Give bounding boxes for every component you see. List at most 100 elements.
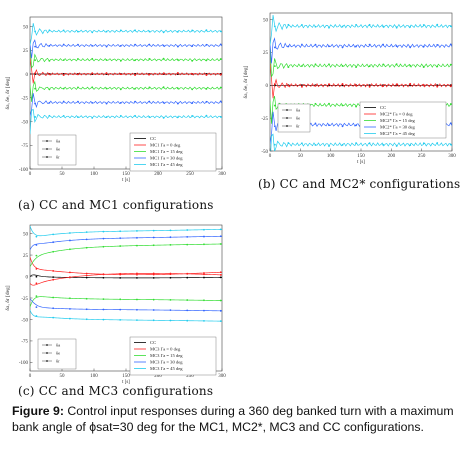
chart-b-y-tick-label: 50 [263,18,269,23]
series-marker-c-k0 [136,272,138,275]
series-marker-c-k45 [69,232,71,234]
chart-c-x-tick-label: 100 [90,374,98,379]
series-marker-a-k15 [205,87,208,90]
series-marker-a-k15 [34,59,37,62]
series-marker-b-k0 [314,84,317,87]
series-marker-a-k45 [134,114,136,117]
series-marker-c-k15 [186,299,189,301]
series-marker-b-k15 [355,66,357,69]
series-marker-c-k15 [69,297,71,300]
series-marker-c-k45 [219,320,222,323]
series-marker-a-k30 [91,101,94,104]
series-marker-b-k45 [273,143,276,146]
series-marker-b-k30 [449,122,452,125]
series-marker-b-k45 [436,142,439,144]
chart-c-series-group [30,225,222,323]
series-marker-c-CC [35,275,38,278]
series-marker-b-k15 [368,65,371,68]
series-marker-c-k45 [52,233,55,236]
chart-c-legend-controls-marker-diamond [46,360,48,362]
series-marker-c-k45 [152,319,155,322]
series-marker-c-k0 [203,273,205,276]
series-marker-a-k45 [119,114,122,117]
series-marker-c-k45 [169,229,172,232]
chart-b-series-group [270,14,452,151]
series-marker-b-k15 [449,103,452,105]
series-marker-c-k45 [203,320,205,322]
series-marker-b-k45 [422,142,425,145]
series-marker-a-k30 [62,43,65,46]
series-marker-b-k0 [355,84,357,87]
series-marker-a-k45 [205,29,208,32]
chart-c-y-tick-label: -50 [21,318,28,323]
series-marker-c-k0 [85,272,88,275]
series-marker-a-k45 [34,116,37,118]
series-marker-c-k45 [203,228,205,231]
series-marker-a-k0 [134,74,136,77]
chart-b-legend-controls-marker-diamond [286,125,288,127]
series-marker-b-k0 [287,84,290,87]
series-marker-a-k0 [105,72,108,74]
chart-a-y-tick-label: -75 [21,144,28,149]
series-marker-b-k30 [314,43,317,46]
chart-b-legend-controls-label: δe [296,116,300,121]
series-marker-a-k15 [219,58,222,60]
series-marker-b-k30 [355,124,357,127]
series-marker-c-k15 [152,298,155,301]
series-marker-a-k45 [176,30,179,33]
series-line-b-k45-0 [270,14,452,46]
series-marker-b-k45 [355,142,357,145]
series-marker-c-CC [52,276,55,279]
series-line-a-k30-0 [30,39,222,59]
series-marker-c-k30 [219,235,222,238]
series-marker-c-k30 [203,235,205,238]
series-marker-c-k45 [85,318,88,321]
series-marker-c-k0 [52,278,55,281]
series-marker-a-k15 [105,59,108,61]
series-marker-c-k0 [219,271,222,274]
series-marker-b-k0 [382,85,385,87]
series-marker-b-CC [368,84,371,87]
series-marker-a-k30 [48,101,51,104]
series-marker-b-k0 [409,82,412,85]
series-marker-a-k45 [162,31,165,34]
series-marker-b-k15 [287,66,290,69]
chart-c-x-tick-label: 0 [29,374,32,379]
chart-b-x-tick-label: 200 [388,154,396,159]
series-marker-b-k45 [409,144,412,147]
series-marker-a-k45 [48,29,51,32]
chart-a-x-axis-label: t [s] [122,178,130,183]
series-marker-a-k15 [191,88,194,91]
series-marker-c-k30 [85,238,88,241]
series-marker-c-k15 [203,243,205,246]
chart-c-x-tick-label: 200 [154,374,162,379]
series-line-c-k0-1 [30,273,222,286]
series-marker-a-k45 [148,30,151,33]
series-marker-a-CC [34,73,37,75]
chart-c-y-tick-label: 25 [23,254,29,259]
series-marker-b-k15 [449,63,452,66]
series-marker-c-k15 [169,298,172,301]
series-marker-a-k15 [162,86,165,89]
series-marker-a-k30 [191,45,194,47]
series-marker-a-CC [134,73,136,75]
series-marker-a-k30 [219,100,222,103]
series-marker-a-k30 [205,100,208,103]
series-marker-c-k15 [119,298,122,301]
chart-a-y-tick-label: -50 [21,120,28,125]
figure-caption-text: Control input responses during a 360 deg… [12,404,454,434]
series-marker-c-k0 [69,271,71,274]
series-marker-c-CC [203,276,205,279]
series-marker-a-k15 [77,57,79,60]
series-marker-a-k45 [219,115,222,118]
series-line-c-k0-0 [30,256,222,276]
chart-c-x-axis-label: t [s] [122,380,130,385]
series-marker-c-CC [219,276,222,279]
series-marker-a-k30 [119,102,122,104]
series-marker-c-k15 [136,298,138,301]
series-marker-a-k15 [134,59,136,62]
series-marker-a-k45 [77,116,79,119]
series-marker-b-k30 [355,45,357,48]
series-marker-c-k15 [85,297,88,300]
